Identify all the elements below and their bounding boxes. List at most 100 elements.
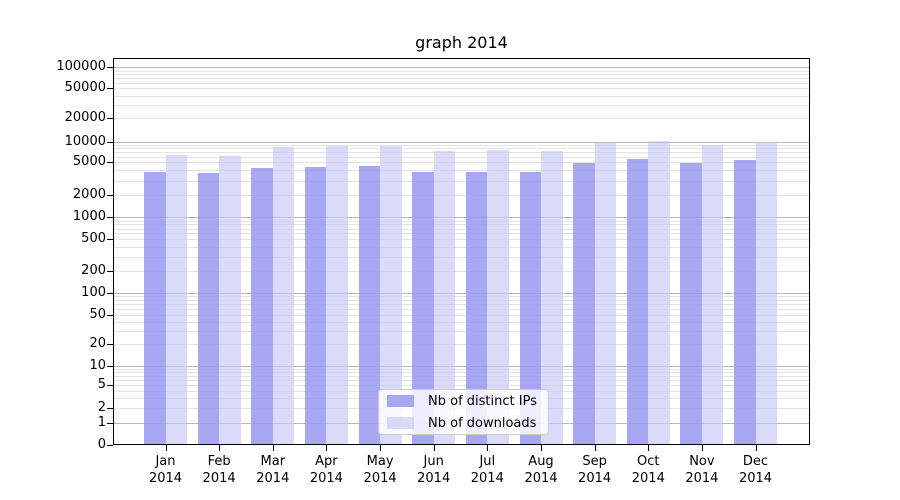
y-tick-mark	[107, 444, 113, 446]
y-tick-label: 100000	[56, 59, 106, 75]
x-tick-mark	[487, 444, 489, 451]
x-tick-mark	[433, 444, 435, 451]
y-tick-label: 2	[97, 399, 106, 415]
x-tick-mark	[272, 444, 274, 451]
gridline-minor	[114, 162, 809, 164]
bar-distinct-ips-mar	[251, 168, 273, 444]
x-tick-mark	[326, 444, 328, 451]
bar-distinct-ips-dec	[734, 160, 756, 444]
bar-downloads-apr	[326, 146, 348, 444]
x-tick-label: May 2014	[363, 454, 397, 486]
y-tick-mark	[107, 88, 113, 90]
gridline-major	[114, 141, 809, 143]
gridline-minor	[114, 95, 809, 97]
bar-downloads-jul	[487, 149, 509, 444]
bar-downloads-nov	[701, 145, 724, 444]
x-tick-mark	[648, 444, 650, 451]
gridline-minor	[114, 228, 809, 230]
gridline-minor	[114, 224, 809, 226]
y-tick-label: 0	[97, 436, 106, 452]
gridline-minor	[114, 70, 809, 72]
bar-distinct-ips-sep	[573, 162, 595, 444]
gridline-major	[114, 292, 809, 294]
y-tick-label: 10000	[64, 133, 106, 149]
y-tick-mark	[107, 292, 113, 294]
x-tick-mark	[165, 444, 167, 451]
gridline-minor	[114, 180, 809, 182]
gridline-major	[114, 217, 809, 219]
gridline-minor	[114, 299, 809, 301]
gridline-minor	[114, 309, 809, 311]
y-tick-mark	[107, 67, 113, 69]
bar-distinct-ips-jul	[465, 171, 488, 444]
y-tick-mark	[107, 315, 113, 316]
y-tick-label: 500	[81, 231, 106, 246]
y-tick-mark	[107, 118, 113, 120]
x-tick-label: Jan 2014	[148, 454, 183, 486]
gridline-minor	[114, 156, 809, 158]
gridline-minor	[114, 144, 809, 146]
y-tick-label: 5000	[72, 154, 106, 170]
bar-distinct-ips-nov	[680, 162, 702, 444]
bar-downloads-dec	[755, 141, 777, 444]
x-tick-label: Jul 2014	[470, 454, 504, 486]
bar-downloads-may	[380, 146, 402, 444]
bar-distinct-ips-jan	[144, 172, 166, 444]
bar-distinct-ips-oct	[626, 158, 649, 444]
y-tick-label: 20000	[64, 110, 106, 126]
gridline-minor	[114, 375, 809, 377]
gridline-minor	[114, 170, 809, 172]
gridline-minor	[114, 195, 809, 196]
bar-distinct-ips-jun	[412, 171, 434, 444]
gridline-minor	[114, 148, 809, 150]
y-tick-label: 5	[97, 377, 106, 392]
gridline-minor	[114, 82, 809, 84]
gridline-minor	[114, 239, 809, 240]
gridline-minor	[114, 322, 809, 324]
legend-row: Nb of distinct IPs	[387, 392, 542, 410]
y-tick-mark	[107, 366, 113, 367]
y-tick-label: 50000	[64, 80, 106, 96]
bar-distinct-ips-apr	[304, 167, 327, 444]
x-tick-label: Apr 2014	[309, 454, 343, 486]
y-tick-mark	[107, 385, 113, 386]
gridline-minor	[114, 74, 809, 76]
y-tick-mark	[107, 162, 113, 164]
legend-row: Nb of downloads	[387, 414, 542, 432]
bar-downloads-mar	[272, 146, 295, 444]
bar-downloads-aug	[541, 150, 563, 444]
y-tick-label: 50	[89, 307, 106, 322]
gridline-minor	[114, 220, 809, 222]
y-tick-label: 1	[97, 414, 106, 430]
y-tick-mark	[107, 239, 113, 240]
gridline-minor	[114, 256, 809, 258]
legend-label: Nb of distinct IPs	[428, 393, 537, 409]
gridline-minor	[114, 385, 809, 386]
x-tick-label: Jun 2014	[417, 454, 451, 486]
x-tick-label: Aug 2014	[524, 454, 558, 486]
gridline-minor	[114, 296, 809, 298]
legend-swatch-distinct-ips	[387, 395, 414, 407]
bar-downloads-jun	[433, 150, 456, 444]
y-tick-mark	[107, 141, 113, 143]
gridline-minor	[114, 88, 809, 90]
y-tick-mark	[107, 422, 113, 424]
gridline-minor	[114, 368, 809, 370]
y-tick-label: 20	[89, 336, 106, 352]
x-tick-mark	[219, 444, 221, 451]
x-tick-mark	[380, 444, 382, 451]
gridline-minor	[114, 372, 809, 374]
y-tick-label: 2000	[72, 187, 106, 202]
x-tick-label: Sep 2014	[578, 454, 612, 486]
gridline-minor	[114, 270, 809, 272]
gridline-minor	[114, 304, 809, 306]
x-tick-label: Nov 2014	[685, 454, 719, 486]
bar-distinct-ips-may	[358, 166, 381, 444]
bar-downloads-jan	[165, 154, 187, 444]
y-tick-mark	[107, 344, 113, 346]
gridline-minor	[114, 78, 809, 80]
y-tick-mark	[107, 217, 113, 219]
x-tick-mark	[755, 444, 757, 451]
gridline-minor	[114, 380, 809, 381]
